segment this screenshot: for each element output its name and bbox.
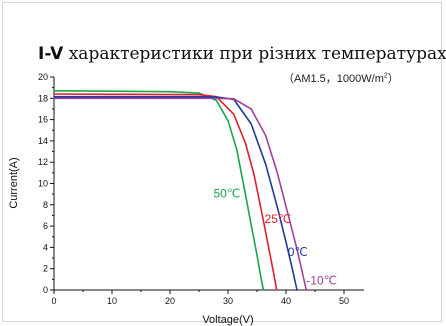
chart-title-text: характеристики при різних температурах [68,44,446,64]
y-tick-label: 18 [38,93,48,103]
chart-frame [2,2,442,322]
series-annotation: 0℃ [288,245,308,259]
x-tick-label: 40 [281,296,291,306]
x-tick-label: 30 [223,296,233,306]
annotations-group: 50℃ 25℃ 0℃ -10℃ [214,186,338,287]
x-tick-label: 50 [339,296,349,306]
chart-title: I-V характеристики при різних температур… [38,44,446,70]
y-tick-label: 2 [43,264,48,274]
y-tick-label: 16 [38,115,48,125]
chart-subtitle-text: （AM1.5，1000W/m [283,73,384,85]
y-axis-label: Current(A) [8,157,20,208]
chart-subtitle-sup: 2 [383,72,388,80]
y-tick-label: 6 [43,221,48,231]
x-tick-label: 20 [165,296,175,306]
x-axis-label: Voltage(V) [202,314,253,326]
series-line [53,90,265,291]
chart-title-prefix: I-V [38,44,64,64]
series-annotation: -10℃ [306,274,337,288]
series-line [53,95,298,291]
y-tick-label: 0 [43,285,48,295]
y-tick-label: 4 [43,242,48,252]
x-tick-label: 0 [51,296,56,306]
x-tick-label: 10 [107,296,117,306]
series-line [53,93,278,291]
y-tick-label: 14 [38,136,48,146]
y-tick-label: 12 [38,157,48,167]
series-annotation: 25℃ [265,212,292,226]
chart-subtitle: （AM1.5，1000W/m2） [283,70,399,86]
chart-subtitle-end: ） [387,73,399,85]
y-tick-label: 10 [38,179,48,189]
series-group [53,90,308,291]
y-tick-label: 20 [38,72,48,82]
series-annotation: 50℃ [214,186,241,200]
y-tick-label: 8 [43,200,48,210]
axes: 0 2 4 6 8 10 12 14 16 18 20 0 10 20 30 40 50 [38,72,364,306]
series-line [53,97,308,291]
